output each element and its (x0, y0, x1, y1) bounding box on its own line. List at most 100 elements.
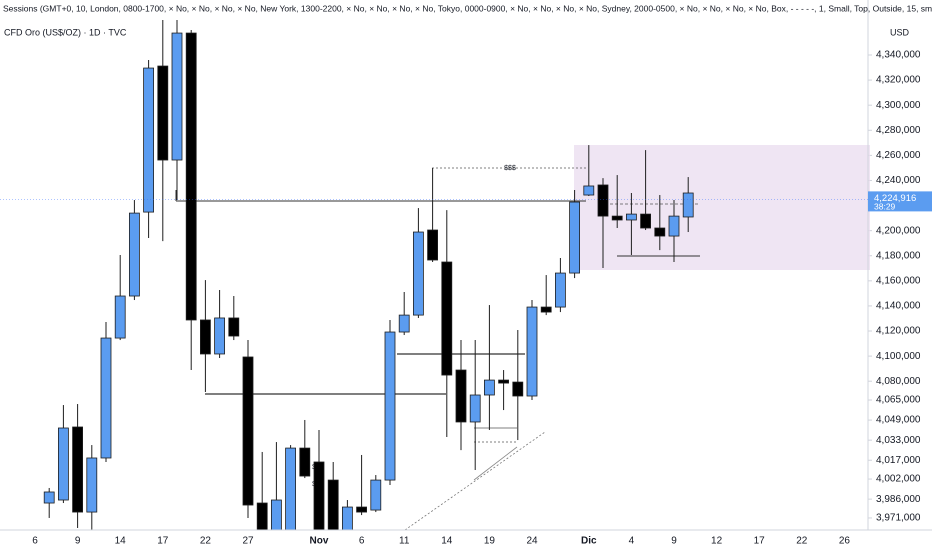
x-tick-label: 4 (629, 536, 635, 547)
candle-body-down (640, 213, 651, 229)
x-tick-label: 14 (115, 536, 127, 547)
x-tick-label: 24 (526, 536, 538, 547)
x-tick-label: 22 (796, 536, 808, 547)
y-tick-label: 4,300,000 (876, 100, 921, 111)
y-tick-label: 4,065,000 (876, 395, 921, 406)
y-tick-label: 4,180,000 (876, 250, 921, 261)
y-tick-label: 4,017,000 (876, 455, 921, 466)
candle-body-up (114, 295, 126, 339)
y-tick-label: 4,280,000 (876, 125, 921, 136)
candle-body-down (327, 479, 339, 530)
candle-body-up (555, 272, 566, 308)
x-tick-label: 9 (75, 536, 81, 547)
candle-body-up (569, 201, 580, 274)
candle-body-up (526, 306, 538, 397)
candle-body-up (58, 427, 69, 501)
candle-body-up (128, 212, 140, 297)
y-tick-label: 4,049,000 (876, 415, 921, 426)
candle-body-down (427, 229, 439, 261)
y-tick-label: 4,160,000 (876, 275, 921, 286)
candle-body-down (256, 502, 268, 530)
y-tick-label: 3,986,000 (876, 494, 921, 505)
candle-body-down (498, 379, 510, 384)
candle-body-down (441, 261, 453, 376)
x-tick-label: 17 (157, 536, 169, 547)
y-tick-label: 4,140,000 (876, 301, 921, 312)
candle-body-up (143, 67, 155, 213)
x-tick-label: 22 (200, 536, 212, 547)
candle-body-down (654, 227, 666, 237)
candle-body-down (185, 32, 197, 321)
candle-body-up (341, 506, 353, 530)
x-tick-label: 6 (359, 536, 365, 547)
x-tick-label: 6 (32, 536, 38, 547)
countdown: 38:29 (874, 202, 896, 212)
y-tick-label: 4,340,000 (876, 50, 921, 61)
y-tick-label: 4,100,000 (876, 351, 921, 362)
x-tick-label: 17 (754, 536, 766, 547)
candle-body-down (512, 381, 524, 397)
candle-body-up (285, 447, 297, 530)
candle-body-down (242, 356, 254, 506)
y-tick-label: 3,971,000 (876, 513, 921, 524)
candle-body-up (384, 331, 396, 481)
candle-body-up (270, 499, 282, 530)
y-tick-label: 4,260,000 (876, 150, 921, 161)
candle-body-up (214, 317, 226, 355)
candle-body-up (86, 457, 98, 513)
last-price-tag (868, 191, 932, 212)
x-tick-label: Dic (581, 536, 597, 547)
currency-label: USD (890, 27, 910, 37)
x-tick-label: 12 (711, 536, 723, 547)
y-tick-label: 4,240,000 (876, 175, 921, 186)
candle-body-down (611, 215, 623, 221)
candle-body-down (228, 317, 240, 337)
candle-body-up (626, 213, 637, 221)
candle-body-up (370, 479, 382, 511)
x-tick-label: 26 (839, 536, 851, 547)
candles (43, 20, 694, 530)
chart-title: CFD Oro (US$/OZ) · 1D · TVC (4, 27, 127, 37)
x-tick-label: 27 (242, 536, 254, 547)
x-tick-label: 11 (399, 536, 410, 547)
candle-body-down (199, 319, 211, 355)
candle-body-up (171, 32, 183, 161)
y-tick-label: 4,120,000 (876, 326, 921, 337)
y-tick-label: 4,002,000 (876, 474, 921, 485)
trend-line (473, 446, 518, 481)
y-tick-label: 4,033,000 (876, 435, 921, 446)
x-tick-label: 9 (671, 536, 677, 547)
candle-body-down (455, 369, 467, 423)
candle-body-down (299, 447, 311, 477)
candle-body-up (483, 379, 495, 396)
candle-body-up (412, 231, 424, 316)
range-box (574, 145, 870, 270)
x-tick-label: 14 (441, 536, 453, 547)
candle-body-up (668, 215, 680, 237)
y-tick-label: 4,320,000 (876, 75, 921, 86)
candle-body-down (72, 426, 83, 513)
candle-body-up (682, 192, 694, 218)
candle-body-up (43, 491, 55, 504)
x-tick-label: 19 (484, 536, 496, 547)
candle-body-down (313, 461, 325, 530)
y-tick-label: 4,080,000 (876, 376, 921, 387)
y-tick-label: 4,200,000 (876, 225, 921, 236)
annotation: $$$ (504, 165, 516, 172)
candle-body-down (597, 184, 609, 217)
x-tick-label: Nov (310, 536, 329, 547)
candle-body-down (356, 506, 368, 513)
candle-body-up (583, 185, 595, 196)
candle-body-up (469, 394, 481, 423)
candle-body-up (398, 314, 410, 333)
candle-body-down (540, 306, 552, 313)
trend-line (404, 431, 546, 531)
indicator-header: Sessions (GMT+0, 10, London, 0800-1700, … (3, 3, 932, 13)
drawings: $$$ $$$ $$$ (175, 145, 870, 531)
candle-body-down (157, 65, 169, 161)
candle-body-up (100, 337, 112, 459)
last-price-label: 4,224,916 (874, 193, 916, 204)
